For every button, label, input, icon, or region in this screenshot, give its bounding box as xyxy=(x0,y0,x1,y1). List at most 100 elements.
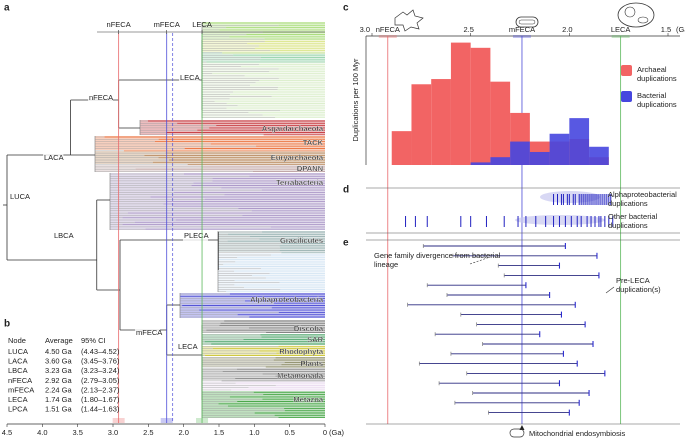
node-label: nFECA xyxy=(89,93,113,102)
x-tick-label: 2.0 xyxy=(562,25,572,34)
histogram-bar xyxy=(549,133,570,165)
table-cell: 4.50 Ga xyxy=(45,347,73,356)
histogram-bar xyxy=(569,118,590,165)
clade-label: Gracilicutes xyxy=(280,236,323,245)
clade-band xyxy=(202,391,325,418)
icon xyxy=(624,6,636,18)
table-header: Node xyxy=(8,336,26,345)
x-tick-label: 3.0 xyxy=(360,25,370,34)
table-cell: 3.23 Ga xyxy=(45,366,73,375)
panel-label: b xyxy=(4,319,10,330)
x-tick-label: 1.5 xyxy=(214,428,224,437)
clade-label: Asgardarchaeota xyxy=(262,124,324,133)
node-label: LECA xyxy=(178,342,198,351)
clade-label: Rhodophyta xyxy=(279,347,324,356)
rug-label: Other bacterial duplications xyxy=(608,212,659,230)
x-tick-label: 2.0 xyxy=(178,428,188,437)
marker-label: mFECA xyxy=(154,20,180,29)
rug-label: Alphaproteobacterial duplications xyxy=(608,190,679,208)
icon xyxy=(518,19,536,25)
icon xyxy=(394,9,424,32)
x-axis-label: (Ga) xyxy=(329,428,345,437)
panel-label: d xyxy=(343,185,349,196)
node-label: mFECA xyxy=(136,328,162,337)
node-label-bg xyxy=(177,342,198,352)
table-cell: mFECA xyxy=(8,385,34,394)
node-label-bg xyxy=(183,231,208,241)
table-cell: (2.79–3.05) xyxy=(81,376,120,385)
icon xyxy=(637,16,649,24)
table-header: Average xyxy=(45,336,73,345)
node-label-bg xyxy=(9,192,30,202)
marker-label: mFECA xyxy=(509,25,535,34)
panel-label: e xyxy=(343,238,349,249)
icon xyxy=(617,2,655,28)
x-tick-label: 2.5 xyxy=(143,428,153,437)
table-cell: (4.43–4.52) xyxy=(81,347,120,356)
histogram-bar xyxy=(431,79,451,165)
y-axis-label: Duplications per 100 Myr xyxy=(351,58,360,141)
histogram-bar xyxy=(510,141,530,165)
node-label: PLECA xyxy=(184,231,209,240)
leader xyxy=(605,286,615,294)
x-tick-label: 3.0 xyxy=(108,428,118,437)
node-label-bg xyxy=(179,73,200,83)
x-tick-label: 1.0 xyxy=(249,428,259,437)
histogram-bar xyxy=(411,84,432,165)
x-tick-label: 0.5 xyxy=(284,428,294,437)
table-cell: nFECA xyxy=(8,376,32,385)
clade-band xyxy=(202,357,325,367)
density xyxy=(515,215,605,225)
table-cell: LECA xyxy=(8,395,28,404)
table-cell: 3.60 Ga xyxy=(45,357,73,366)
clade-band xyxy=(218,253,325,292)
x-tick-label: 3.5 xyxy=(72,428,82,437)
table-cell: (3.23–3.24) xyxy=(81,366,120,375)
node-label-bg xyxy=(88,93,113,103)
x-tick-label: 1.5 xyxy=(661,25,671,34)
node-label: LECA xyxy=(180,73,200,82)
node-label: LUCA xyxy=(10,192,30,201)
clade-band xyxy=(95,165,325,172)
node-label-bg xyxy=(135,328,160,338)
clade-label: Plants xyxy=(300,359,323,368)
table-cell: LPCA xyxy=(8,405,28,414)
legend-swatch xyxy=(621,91,632,102)
clade-label: Alphaproteobacteria xyxy=(250,295,324,304)
clade-band xyxy=(202,52,325,62)
clade-label: Terrabacteria xyxy=(276,178,324,187)
x-tick-label: 2.5 xyxy=(463,25,473,34)
histogram-bar xyxy=(391,131,412,165)
node-label: LACA xyxy=(44,153,64,162)
x-axis-label: (Ga) xyxy=(676,25,685,34)
histogram-bar xyxy=(529,151,550,165)
clade-label: SAR xyxy=(307,335,323,344)
x-tick-label: 4.5 xyxy=(2,428,12,437)
legend-label: Bacterial duplications xyxy=(637,91,677,109)
table-cell: 1.74 Ga xyxy=(45,395,73,404)
clade-label: TACK xyxy=(303,138,324,147)
table-cell: (1.44–1.63) xyxy=(81,405,120,414)
panel-label: c xyxy=(343,3,349,14)
table-cell: (2.13–2.37) xyxy=(81,385,120,394)
table-cell: (1.80–1.67) xyxy=(81,395,120,404)
annotation: Mitochondrial endosymbiosis xyxy=(529,429,626,438)
histogram-bar xyxy=(450,42,471,165)
clade-label: Metazoa xyxy=(293,395,323,404)
marker-label: LECA xyxy=(611,25,631,34)
annotation: Pre-LECA duplication(s) xyxy=(616,276,661,294)
table-cell: 2.92 Ga xyxy=(45,376,73,385)
table-cell: (3.45–3.76) xyxy=(81,357,120,366)
table-header: 95% CI xyxy=(81,336,106,345)
icon xyxy=(509,428,525,438)
marker-label: LECA xyxy=(192,20,212,29)
clade-label: DPANN xyxy=(297,164,323,173)
clade-band xyxy=(95,136,325,150)
x-tick-label: 0 xyxy=(323,428,327,437)
clade-label: Discoba xyxy=(294,324,324,333)
icon xyxy=(515,16,539,28)
leader xyxy=(469,256,491,265)
marker-label: nFECA xyxy=(376,25,400,34)
table-cell: 1.51 Ga xyxy=(45,405,73,414)
